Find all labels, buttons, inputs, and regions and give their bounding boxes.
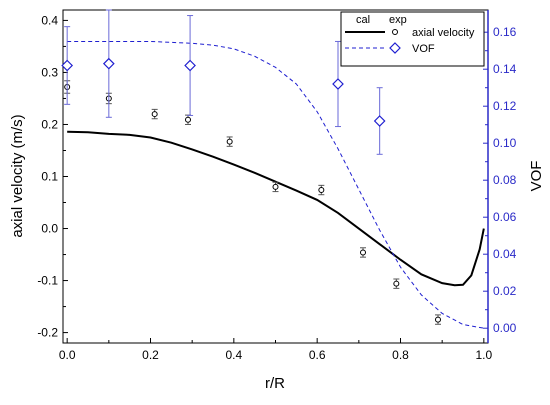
bottom-axis-ticks: 0.0 0.2 0.4 0.6 0.8 1.0 bbox=[59, 338, 492, 362]
x-tick-label: 1.0 bbox=[475, 348, 492, 362]
vof-exp-point bbox=[61, 59, 74, 72]
vof-exp-point bbox=[373, 115, 386, 127]
legend-marker-vof bbox=[389, 42, 401, 54]
legend-label-velocity: axial velocity bbox=[412, 27, 475, 39]
y-right-tick-label: 0.12 bbox=[493, 99, 517, 113]
y-left-tick-label: 0.0 bbox=[41, 222, 58, 236]
y-left-tick-label: 0.4 bbox=[41, 13, 58, 27]
vof-exp-point bbox=[332, 78, 344, 90]
velocity-exp-point bbox=[272, 183, 279, 190]
velocity-cal-line bbox=[67, 130, 485, 287]
velocity-exp-point bbox=[360, 249, 366, 256]
y-right-tick-label: 0.10 bbox=[493, 136, 517, 150]
legend-label-vof: VOF bbox=[412, 43, 435, 55]
x-tick-label: 0.6 bbox=[309, 348, 326, 362]
legend: cal exp axial velocity VOF bbox=[340, 11, 485, 67]
y-right-tick-label: 0.00 bbox=[493, 321, 517, 335]
x-tick-label: 0.2 bbox=[142, 348, 159, 362]
left-axis-ticks: -0.2 -0.1 0.0 0.1 0.2 0.3 0.4 bbox=[37, 13, 68, 340]
velocity-exp-point bbox=[185, 116, 191, 123]
velocity-exp-point bbox=[226, 138, 233, 145]
legend-marker-velocity bbox=[392, 29, 398, 35]
velocity-exp-point bbox=[151, 111, 158, 118]
vof-exp-point bbox=[102, 57, 115, 70]
y-left-tick-label: -0.1 bbox=[37, 274, 58, 288]
series-layer bbox=[61, 9, 485, 329]
velocity-exp-point bbox=[435, 316, 441, 323]
y-left-tick-label: 0.2 bbox=[41, 117, 58, 131]
y-right-tick-label: 0.06 bbox=[493, 210, 517, 224]
y-left-tick-label: 0.3 bbox=[41, 65, 58, 79]
velocity-exp-point bbox=[393, 280, 400, 287]
y-right-tick-label: 0.02 bbox=[493, 284, 517, 298]
x-tick-label: 0.8 bbox=[392, 348, 409, 362]
y-left-tick-label: -0.2 bbox=[37, 326, 58, 340]
legend-box bbox=[340, 11, 485, 67]
legend-header-exp: exp bbox=[389, 14, 407, 26]
velocity-exp-point bbox=[318, 187, 325, 194]
x-tick-label: 0.4 bbox=[225, 348, 242, 362]
y-right-tick-label: 0.04 bbox=[493, 247, 517, 261]
y-right-tick-label: 0.08 bbox=[493, 173, 517, 187]
y-axis-right-title: VOF bbox=[528, 161, 545, 192]
right-axis-ticks: 0.00 0.02 0.04 0.06 0.08 0.10 0.12 0.14 0.16 bbox=[483, 25, 517, 335]
x-axis-title: r/R bbox=[265, 375, 285, 392]
y-right-tick-label: 0.14 bbox=[493, 62, 517, 76]
y-axis-left-title: axial velocity (m/s) bbox=[9, 114, 26, 237]
vof-exp-point bbox=[184, 59, 196, 72]
y-left-tick-label: 0.1 bbox=[41, 170, 58, 184]
legend-header-cal: cal bbox=[356, 14, 370, 26]
y-right-tick-label: 0.16 bbox=[493, 25, 517, 39]
x-tick-label: 0.0 bbox=[59, 348, 76, 362]
